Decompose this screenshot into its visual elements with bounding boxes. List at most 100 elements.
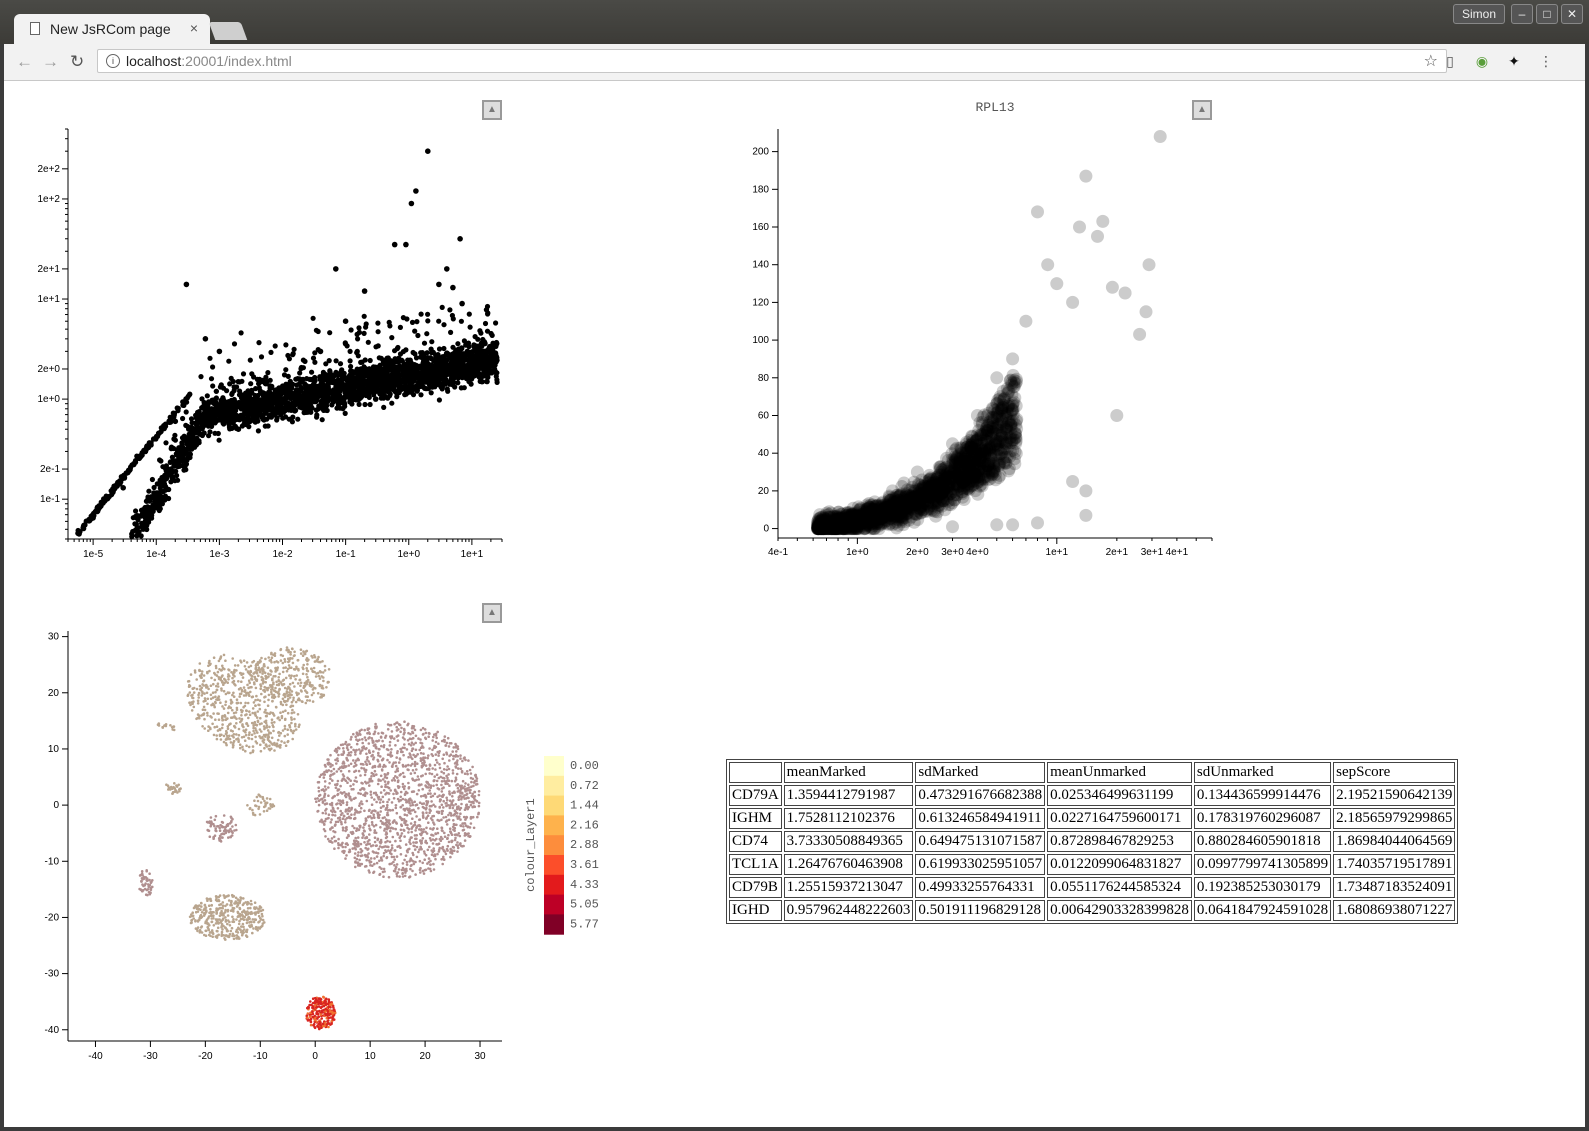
- data-point: [897, 496, 911, 510]
- collapse-chart-2-button[interactable]: ▲: [1192, 100, 1212, 120]
- data-point: [1002, 399, 1016, 413]
- data-point: [828, 522, 842, 536]
- data-point: [894, 510, 908, 523]
- outlier-point: [372, 396, 379, 402]
- outlier-point: [970, 409, 984, 422]
- close-tab-icon[interactable]: ×: [189, 20, 198, 36]
- data-point: [933, 494, 947, 508]
- data-point: [961, 458, 975, 472]
- data-point: [831, 512, 844, 526]
- data-point: [824, 517, 838, 531]
- data-point: [856, 516, 870, 530]
- data-point: [871, 507, 885, 521]
- data-point: [917, 482, 931, 496]
- address-bar[interactable]: i localhost:20001/index.html ☆: [97, 49, 1447, 73]
- outlier-point: [403, 241, 409, 248]
- data-point: [902, 498, 916, 512]
- data-point: [172, 432, 178, 438]
- data-point: [856, 514, 870, 528]
- data-point: [977, 458, 991, 472]
- outlier-point: [317, 348, 324, 355]
- data-point: [210, 383, 216, 389]
- data-point: [821, 510, 835, 524]
- data-point: [982, 449, 996, 463]
- data-point: [935, 481, 949, 495]
- data-point: [920, 503, 934, 517]
- data-point: [931, 481, 945, 495]
- data-point: [884, 493, 898, 507]
- data-point: [929, 494, 942, 507]
- bookmark-star-icon[interactable]: ☆: [1423, 53, 1438, 70]
- data-point: [812, 522, 826, 536]
- data-point: [414, 367, 420, 373]
- data-point: [952, 455, 966, 469]
- close-window-button[interactable]: ✕: [1561, 4, 1583, 24]
- info-icon[interactable]: i: [106, 54, 120, 68]
- data-point: [960, 480, 974, 494]
- data-point: [386, 319, 392, 325]
- data-point: [337, 361, 344, 367]
- minimize-button[interactable]: –: [1511, 4, 1533, 24]
- extension-paw-icon[interactable]: ✦: [1508, 53, 1520, 69]
- back-icon[interactable]: ←: [16, 52, 33, 71]
- data-point: [865, 509, 879, 523]
- data-point: [313, 327, 319, 333]
- data-point: [323, 361, 329, 367]
- forward-icon[interactable]: →: [42, 52, 59, 71]
- data-point: [881, 499, 895, 512]
- browser-tab[interactable]: New JsRCom page ×: [14, 14, 210, 44]
- browser-menu-icon[interactable]: ⋮: [1539, 53, 1553, 69]
- data-point: [847, 513, 861, 527]
- data-point: [221, 705, 224, 708]
- reload-icon[interactable]: ↻: [70, 52, 85, 71]
- data-point: [853, 514, 867, 528]
- data-point: [902, 488, 916, 502]
- data-point: [910, 491, 923, 505]
- collapse-chart-1-button[interactable]: ▲: [482, 100, 502, 120]
- data-point: [878, 500, 892, 514]
- data-point: [319, 417, 325, 423]
- data-point: [987, 456, 1001, 470]
- data-point: [1009, 436, 1023, 450]
- data-point: [356, 325, 362, 331]
- data-point: [948, 469, 962, 483]
- data-point: [829, 520, 843, 534]
- profile-button[interactable]: Simon: [1453, 4, 1506, 24]
- data-point: [847, 519, 861, 533]
- extension-globe-icon[interactable]: ◉: [1475, 53, 1489, 69]
- data-point: [896, 492, 910, 506]
- data-point: [295, 387, 301, 393]
- outlier-point: [946, 520, 959, 534]
- data-point: [816, 521, 830, 535]
- data-point: [864, 505, 878, 519]
- data-point: [840, 506, 854, 519]
- data-point: [984, 451, 998, 465]
- data-point: [244, 701, 247, 705]
- data-point: [194, 424, 200, 430]
- outlier-point: [1142, 258, 1156, 272]
- data-point: [911, 477, 925, 491]
- data-point: [848, 514, 862, 528]
- data-point: [867, 517, 881, 531]
- data-point: [478, 341, 484, 347]
- data-point: [963, 475, 977, 489]
- data-point: [213, 678, 217, 682]
- data-point: [982, 465, 996, 479]
- data-point: [910, 492, 924, 506]
- new-tab-button[interactable]: [208, 22, 248, 40]
- maximize-button[interactable]: □: [1536, 4, 1558, 24]
- data-point: [839, 513, 853, 527]
- data-point: [836, 511, 850, 525]
- data-point: [206, 702, 209, 706]
- data-point: [992, 458, 1005, 472]
- data-point: [978, 446, 992, 460]
- data-point: [980, 421, 994, 435]
- data-point: [375, 320, 381, 326]
- document-extension-icon[interactable]: ▯: [1446, 53, 1454, 69]
- data-point: [878, 500, 892, 514]
- data-point: [870, 498, 884, 512]
- data-point: [842, 515, 856, 529]
- data-point: [983, 456, 997, 470]
- data-point: [187, 451, 193, 457]
- data-point: [436, 397, 442, 403]
